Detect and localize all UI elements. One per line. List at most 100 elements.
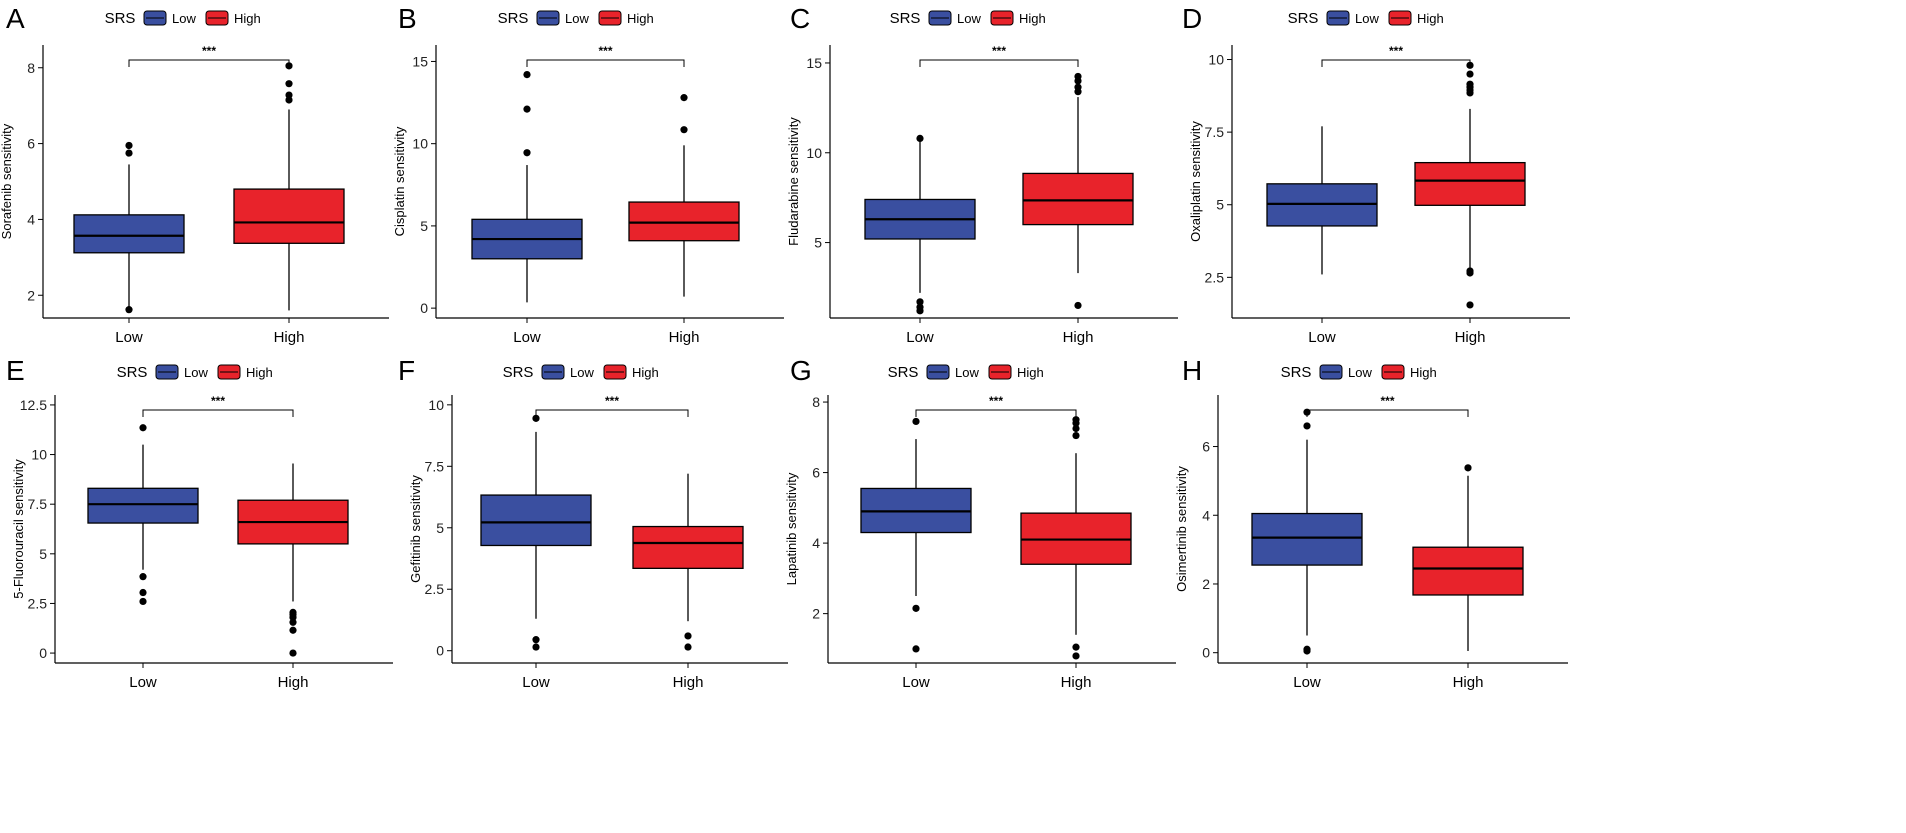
outlier-point xyxy=(1072,643,1080,651)
x-category-label: Low xyxy=(906,329,934,346)
panel-letter: A xyxy=(6,3,25,34)
legend-label-low: Low xyxy=(957,11,981,26)
y-tick-label: 2 xyxy=(812,606,820,622)
outlier-point xyxy=(289,649,297,657)
outlier-point xyxy=(1303,645,1311,653)
outlier-point xyxy=(125,149,133,157)
x-category-label: High xyxy=(1061,674,1092,691)
outlier-point xyxy=(139,573,147,581)
y-tick-label: 2 xyxy=(1202,576,1210,592)
box-high xyxy=(233,62,345,311)
y-tick-label: 4 xyxy=(1202,507,1210,523)
significance-bracket xyxy=(128,59,290,67)
box-low xyxy=(1266,126,1378,275)
panel-f: F SRS Low High 0 2.5 5 7.5 10 Gefitinib sensitivi… xyxy=(398,355,788,691)
legend-label-high: High xyxy=(632,365,659,380)
x-category-label: Low xyxy=(522,674,550,691)
legend-label-low: Low xyxy=(1355,11,1379,26)
iqr-box xyxy=(480,494,592,547)
panel-h: H SRS Low High 0 2 4 6 Osimertinib sensitivity Lo… xyxy=(1174,355,1568,691)
legend-title: SRS xyxy=(890,10,921,27)
legend-title: SRS xyxy=(105,10,136,27)
y-tick-label: 5 xyxy=(420,218,428,234)
panel-letter: F xyxy=(398,355,415,386)
box-high xyxy=(237,463,349,657)
outlier-point xyxy=(1074,301,1082,310)
y-tick-label: 6 xyxy=(1202,439,1210,455)
y-tick-label: 0 xyxy=(39,645,47,661)
significance-label: *** xyxy=(211,394,225,408)
iqr-box xyxy=(73,214,185,254)
outlier-point xyxy=(139,588,147,597)
outlier-point xyxy=(285,80,293,88)
legend-label-high: High xyxy=(627,11,654,26)
x-category-label: High xyxy=(669,329,700,346)
y-tick-label: 7.5 xyxy=(425,458,445,474)
outlier-point xyxy=(125,141,133,150)
x-category-label: Low xyxy=(1308,329,1336,346)
y-tick-label: 2 xyxy=(27,287,35,303)
y-tick-label: 5 xyxy=(39,546,47,562)
significance-label: *** xyxy=(202,44,216,58)
panel-c: C SRS Low High 5 10 15 Fludarabine sensitivity L… xyxy=(786,3,1178,346)
panel-letter: B xyxy=(398,3,417,34)
y-tick-label: 0 xyxy=(420,300,428,316)
y-tick-label: 0 xyxy=(436,643,444,659)
significance-label: *** xyxy=(1380,394,1394,408)
outlier-point xyxy=(912,417,920,426)
legend-label-low: Low xyxy=(1348,365,1372,380)
significance-label: *** xyxy=(605,394,619,408)
outlier-point xyxy=(1072,424,1080,433)
outlier-point xyxy=(1464,464,1472,472)
legend-label-low: Low xyxy=(570,365,594,380)
outlier-point xyxy=(285,96,293,104)
x-category-label: High xyxy=(1455,329,1486,346)
box-high xyxy=(1020,416,1132,660)
outlier-point xyxy=(916,303,924,311)
outlier-point xyxy=(532,643,540,651)
y-axis-title: Lapatinib sensitivity xyxy=(784,472,799,585)
x-category-label: Low xyxy=(513,329,541,346)
legend-title: SRS xyxy=(117,364,148,381)
outlier-point xyxy=(289,618,297,626)
significance-bracket xyxy=(535,409,689,417)
y-tick-label: 5 xyxy=(1216,197,1224,213)
y-tick-label: 4 xyxy=(812,535,820,551)
legend-label-high: High xyxy=(246,365,273,380)
outlier-point xyxy=(523,149,531,157)
y-tick-label: 6 xyxy=(812,465,820,481)
iqr-box xyxy=(87,487,199,524)
x-category-label: High xyxy=(1063,329,1094,346)
outlier-point xyxy=(684,643,692,651)
outlier-point xyxy=(523,105,531,113)
outlier-point xyxy=(1303,422,1311,430)
significance-bracket xyxy=(142,409,294,417)
y-tick-label: 12.5 xyxy=(20,397,47,413)
panel-letter: H xyxy=(1182,355,1202,386)
legend-title: SRS xyxy=(503,364,534,381)
x-category-label: Low xyxy=(902,674,930,691)
legend-label-low: Low xyxy=(955,365,979,380)
y-tick-label: 6 xyxy=(27,136,35,152)
y-tick-label: 10 xyxy=(412,136,428,152)
outlier-point xyxy=(684,632,692,640)
box-low xyxy=(471,71,583,303)
x-category-label: High xyxy=(1453,674,1484,691)
box-low xyxy=(860,417,972,653)
outlier-point xyxy=(1466,70,1474,78)
significance-bracket xyxy=(1306,409,1469,417)
box-low xyxy=(1251,408,1363,655)
x-category-label: Low xyxy=(115,329,143,346)
y-tick-label: 5 xyxy=(814,235,822,251)
legend-title: SRS xyxy=(1288,10,1319,27)
y-tick-label: 10 xyxy=(428,397,444,413)
box-low xyxy=(87,424,199,606)
y-tick-label: 15 xyxy=(412,53,428,69)
outlier-point xyxy=(139,597,147,606)
iqr-box xyxy=(632,525,744,569)
iqr-box xyxy=(1412,546,1524,596)
x-category-label: High xyxy=(278,674,309,691)
panel-letter: E xyxy=(6,355,25,386)
legend-label-high: High xyxy=(1417,11,1444,26)
